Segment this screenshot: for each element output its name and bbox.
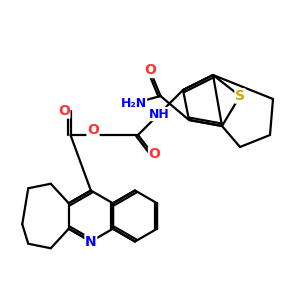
Text: O: O <box>58 104 70 118</box>
Text: S: S <box>235 89 245 103</box>
Text: NH: NH <box>148 107 170 121</box>
Text: O: O <box>87 123 99 136</box>
Text: O: O <box>148 148 160 161</box>
Text: O: O <box>144 64 156 77</box>
Text: N: N <box>85 235 97 248</box>
Text: H₂N: H₂N <box>120 97 147 110</box>
